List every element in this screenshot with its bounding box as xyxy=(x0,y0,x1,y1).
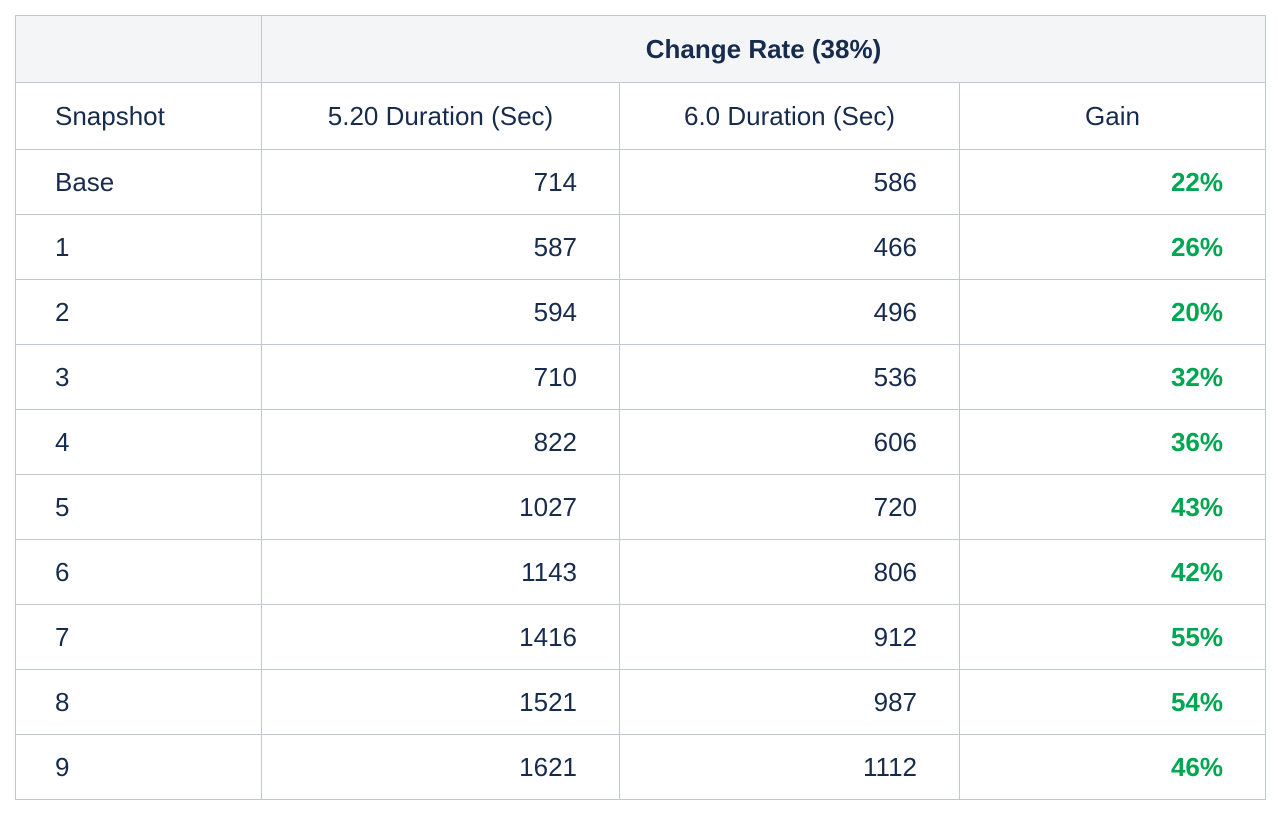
table-row: 7 1416 912 55% xyxy=(15,604,1266,670)
snapshot-cell: 7 xyxy=(15,604,262,670)
snapshot-cell: 2 xyxy=(15,279,262,345)
duration-60-cell: 586 xyxy=(619,149,960,215)
table-row: Base 714 586 22% xyxy=(15,149,1266,215)
column-header-520-duration: 5.20 Duration (Sec) xyxy=(261,82,620,150)
duration-520-cell: 587 xyxy=(261,214,620,280)
duration-60-cell: 606 xyxy=(619,409,960,475)
gain-cell: 36% xyxy=(959,409,1266,475)
duration-520-cell: 1027 xyxy=(261,474,620,540)
gain-cell: 54% xyxy=(959,669,1266,735)
column-header-60-duration: 6.0 Duration (Sec) xyxy=(619,82,960,150)
change-rate-header: Change Rate (38%) xyxy=(261,15,1266,83)
duration-520-cell: 1143 xyxy=(261,539,620,605)
duration-520-cell: 1521 xyxy=(261,669,620,735)
snapshot-cell: 9 xyxy=(15,734,262,800)
duration-60-cell: 1112 xyxy=(619,734,960,800)
snapshot-cell: 4 xyxy=(15,409,262,475)
duration-520-cell: 594 xyxy=(261,279,620,345)
duration-60-cell: 987 xyxy=(619,669,960,735)
duration-60-cell: 720 xyxy=(619,474,960,540)
table-row: 3 710 536 32% xyxy=(15,344,1266,410)
gain-cell: 22% xyxy=(959,149,1266,215)
gain-cell: 46% xyxy=(959,734,1266,800)
snapshot-cell: 3 xyxy=(15,344,262,410)
table-row: 2 594 496 20% xyxy=(15,279,1266,345)
gain-cell: 20% xyxy=(959,279,1266,345)
duration-60-cell: 912 xyxy=(619,604,960,670)
snapshot-cell: 1 xyxy=(15,214,262,280)
duration-520-cell: 714 xyxy=(261,149,620,215)
table-row: 8 1521 987 54% xyxy=(15,669,1266,735)
duration-60-cell: 496 xyxy=(619,279,960,345)
gain-cell: 26% xyxy=(959,214,1266,280)
duration-520-cell: 1416 xyxy=(261,604,620,670)
empty-header-cell xyxy=(15,15,262,83)
group-header-row: Change Rate (38%) xyxy=(15,15,1266,83)
table-row: 9 1621 1112 46% xyxy=(15,734,1266,800)
table-row: 1 587 466 26% xyxy=(15,214,1266,280)
column-header-row: Snapshot 5.20 Duration (Sec) 6.0 Duratio… xyxy=(15,82,1266,150)
duration-520-cell: 1621 xyxy=(261,734,620,800)
duration-60-cell: 466 xyxy=(619,214,960,280)
snapshot-cell: Base xyxy=(15,149,262,215)
gain-cell: 42% xyxy=(959,539,1266,605)
duration-520-cell: 710 xyxy=(261,344,620,410)
table-row: 6 1143 806 42% xyxy=(15,539,1266,605)
results-table: Change Rate (38%) Snapshot 5.20 Duration… xyxy=(15,15,1266,800)
gain-cell: 55% xyxy=(959,604,1266,670)
table-row: 5 1027 720 43% xyxy=(15,474,1266,540)
gain-cell: 43% xyxy=(959,474,1266,540)
gain-cell: 32% xyxy=(959,344,1266,410)
duration-60-cell: 806 xyxy=(619,539,960,605)
snapshot-cell: 8 xyxy=(15,669,262,735)
duration-520-cell: 822 xyxy=(261,409,620,475)
table-row: 4 822 606 36% xyxy=(15,409,1266,475)
snapshot-cell: 5 xyxy=(15,474,262,540)
duration-60-cell: 536 xyxy=(619,344,960,410)
results-table-container: Change Rate (38%) Snapshot 5.20 Duration… xyxy=(15,15,1266,800)
snapshot-cell: 6 xyxy=(15,539,262,605)
column-header-gain: Gain xyxy=(959,82,1266,150)
column-header-snapshot: Snapshot xyxy=(15,82,262,150)
